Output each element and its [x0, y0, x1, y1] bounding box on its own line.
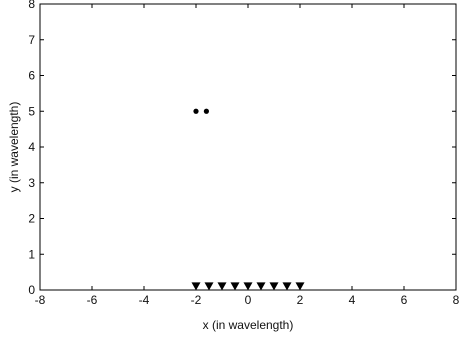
receiver-triangle — [191, 282, 201, 291]
receiver-triangle — [295, 282, 305, 291]
receiver-triangle — [269, 282, 279, 291]
x-tick-label: 0 — [245, 293, 252, 307]
y-tick-label: 1 — [28, 247, 35, 261]
receiver-triangle — [243, 282, 253, 291]
y-tick-label: 2 — [28, 212, 35, 226]
x-tick-label: -4 — [139, 293, 150, 307]
x-tick-label: 8 — [453, 293, 459, 307]
receiver-triangle — [217, 282, 227, 291]
x-tick-label: 6 — [401, 293, 408, 307]
x-axis-label: x (in wavelength) — [203, 318, 294, 332]
y-axis-label: y (in wavelength) — [7, 102, 21, 193]
y-tick-label: 4 — [28, 140, 35, 154]
receiver-triangle — [282, 282, 292, 291]
x-tick-label: -8 — [35, 293, 46, 307]
x-tick-label: -2 — [191, 293, 202, 307]
receiver-triangle — [230, 282, 240, 291]
x-tick-label: 4 — [349, 293, 356, 307]
x-tick-label: -6 — [87, 293, 98, 307]
source-point — [203, 108, 209, 114]
y-tick-label: 6 — [28, 69, 35, 83]
y-tick-label: 0 — [28, 283, 35, 297]
receiver-triangle — [204, 282, 214, 291]
plot-area — [39, 3, 457, 291]
source-point — [193, 108, 199, 114]
y-tick-label: 7 — [28, 33, 35, 47]
y-axis-ticks: 0 1 2 3 4 5 6 7 8 — [28, 0, 456, 297]
y-tick-label: 3 — [28, 176, 35, 190]
data-marks — [191, 108, 305, 291]
receiver-triangle — [256, 282, 266, 291]
y-tick-label: 8 — [28, 0, 35, 11]
x-tick-label: 2 — [297, 293, 304, 307]
y-tick-label: 5 — [28, 104, 35, 118]
